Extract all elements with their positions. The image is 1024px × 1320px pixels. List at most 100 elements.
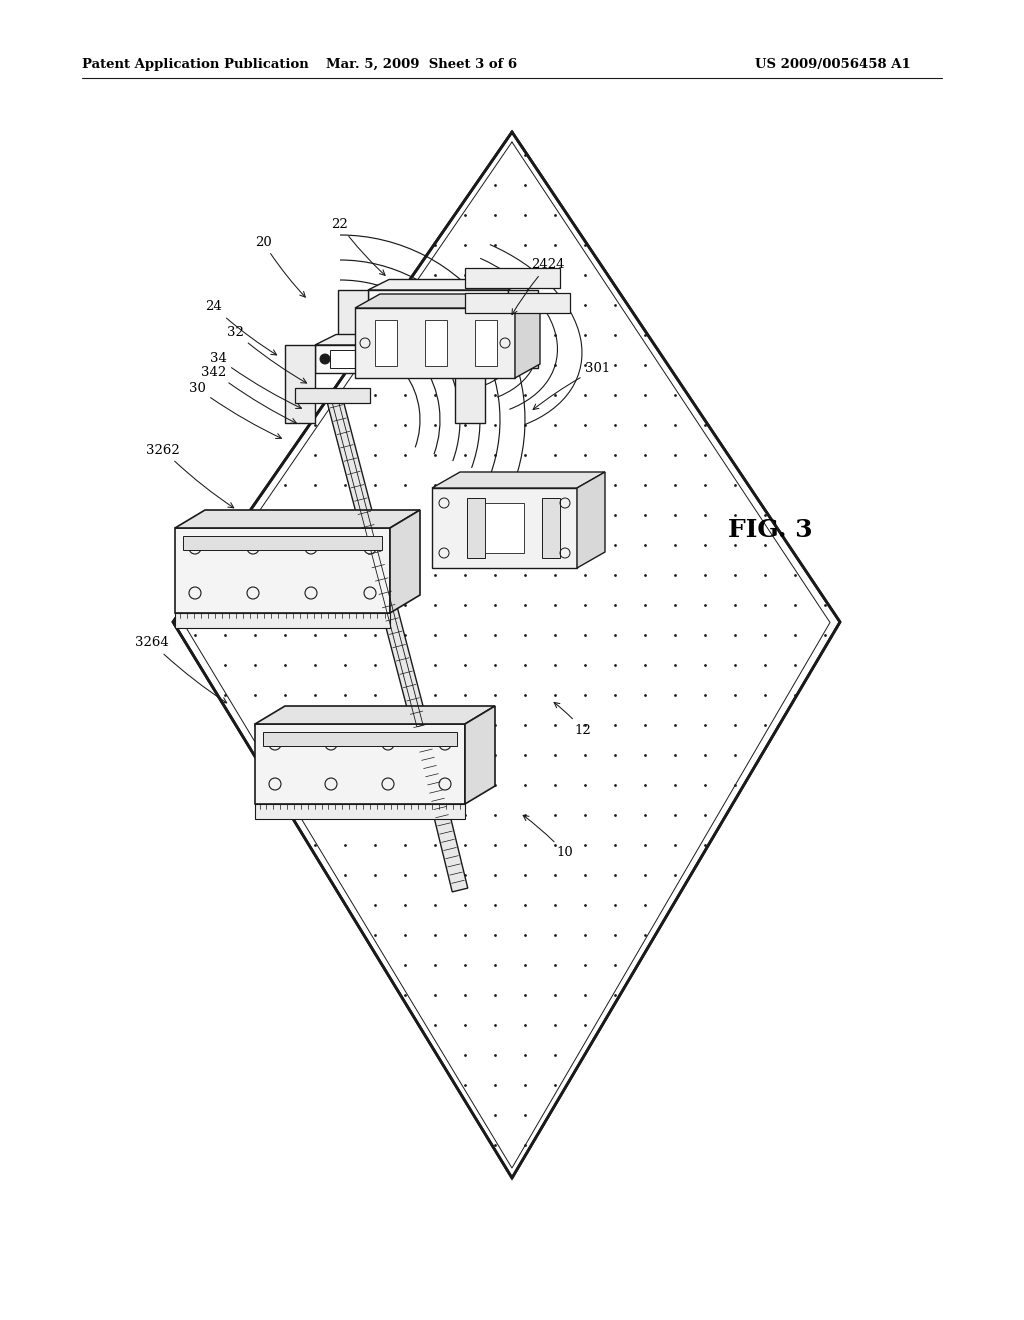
Point — [486, 834, 503, 855]
Point — [247, 565, 263, 586]
Point — [517, 384, 534, 405]
Polygon shape — [255, 706, 495, 723]
Point — [667, 504, 683, 525]
Point — [637, 655, 653, 676]
Point — [607, 924, 624, 945]
Point — [486, 294, 503, 315]
Point — [367, 685, 383, 706]
Point — [337, 445, 353, 466]
Point — [757, 504, 773, 525]
Polygon shape — [368, 290, 508, 318]
Point — [607, 834, 624, 855]
Point — [337, 744, 353, 766]
Point — [517, 264, 534, 285]
Point — [397, 834, 414, 855]
Point — [577, 834, 593, 855]
Point — [547, 924, 563, 945]
Circle shape — [319, 354, 330, 364]
Point — [367, 924, 383, 945]
Point — [607, 355, 624, 376]
Point — [517, 1105, 534, 1126]
Point — [397, 474, 414, 495]
Text: 342: 342 — [202, 366, 297, 424]
Point — [607, 535, 624, 556]
Point — [337, 655, 353, 676]
Polygon shape — [255, 804, 465, 818]
Point — [667, 384, 683, 405]
Point — [577, 714, 593, 735]
Polygon shape — [375, 319, 397, 366]
Point — [607, 954, 624, 975]
Point — [307, 474, 324, 495]
Text: Mar. 5, 2009  Sheet 3 of 6: Mar. 5, 2009 Sheet 3 of 6 — [327, 58, 517, 71]
Point — [457, 414, 473, 436]
Point — [786, 624, 803, 645]
Point — [547, 504, 563, 525]
Point — [276, 655, 293, 676]
Point — [427, 775, 443, 796]
Point — [307, 775, 324, 796]
Polygon shape — [183, 536, 382, 550]
Point — [337, 624, 353, 645]
Point — [337, 565, 353, 586]
Point — [427, 474, 443, 495]
Point — [397, 655, 414, 676]
Point — [727, 565, 743, 586]
Point — [457, 325, 473, 346]
Point — [667, 685, 683, 706]
Text: 10: 10 — [523, 816, 573, 859]
Point — [607, 594, 624, 615]
Point — [547, 834, 563, 855]
Point — [517, 985, 534, 1006]
Point — [427, 985, 443, 1006]
Point — [727, 775, 743, 796]
Text: US 2009/0056458 A1: US 2009/0056458 A1 — [755, 58, 910, 71]
Point — [457, 264, 473, 285]
Polygon shape — [175, 612, 390, 628]
Point — [547, 1015, 563, 1036]
Point — [427, 924, 443, 945]
Point — [367, 325, 383, 346]
Point — [637, 804, 653, 825]
Polygon shape — [173, 132, 840, 1177]
Point — [637, 834, 653, 855]
Point — [427, 504, 443, 525]
Point — [457, 504, 473, 525]
Point — [547, 205, 563, 226]
Point — [607, 685, 624, 706]
Point — [517, 414, 534, 436]
Point — [607, 504, 624, 525]
Point — [577, 264, 593, 285]
Point — [486, 895, 503, 916]
Polygon shape — [315, 334, 476, 345]
Point — [577, 624, 593, 645]
Point — [457, 355, 473, 376]
Point — [817, 624, 834, 645]
Point — [486, 1044, 503, 1065]
Point — [637, 565, 653, 586]
Point — [607, 655, 624, 676]
Point — [427, 655, 443, 676]
Point — [667, 834, 683, 855]
Point — [517, 865, 534, 886]
Point — [486, 865, 503, 886]
Point — [367, 775, 383, 796]
Point — [397, 504, 414, 525]
Point — [337, 414, 353, 436]
Point — [397, 865, 414, 886]
Point — [427, 594, 443, 615]
Point — [547, 775, 563, 796]
Point — [276, 535, 293, 556]
Text: Patent Application Publication: Patent Application Publication — [82, 58, 309, 71]
Point — [367, 355, 383, 376]
Point — [577, 985, 593, 1006]
Point — [307, 565, 324, 586]
Point — [667, 804, 683, 825]
Point — [577, 685, 593, 706]
Text: 20: 20 — [255, 235, 305, 297]
Point — [547, 624, 563, 645]
Point — [727, 594, 743, 615]
Point — [517, 954, 534, 975]
Point — [217, 594, 233, 615]
Point — [247, 685, 263, 706]
